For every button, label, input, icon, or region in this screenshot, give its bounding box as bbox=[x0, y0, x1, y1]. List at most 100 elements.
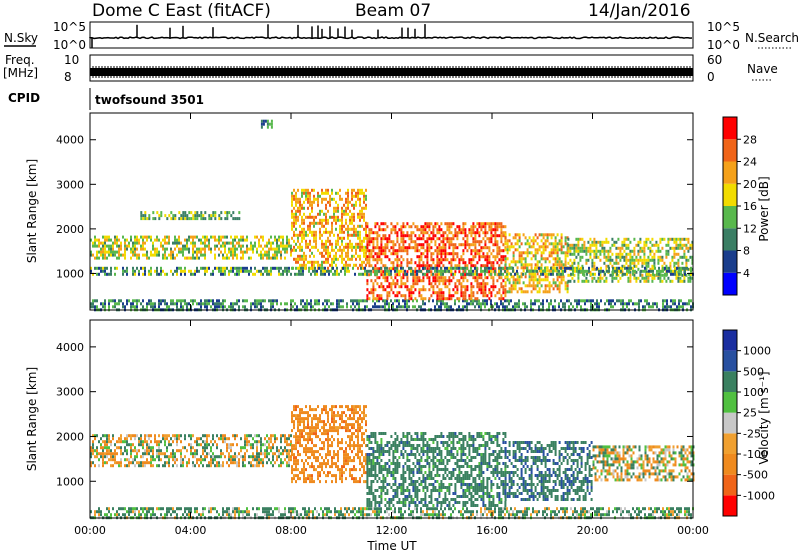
echo-cell bbox=[124, 513, 126, 517]
echo-cell bbox=[352, 299, 354, 303]
echo-cell bbox=[360, 299, 362, 303]
echo-cell bbox=[572, 513, 574, 517]
echo-cell bbox=[258, 269, 260, 273]
echo-cell bbox=[564, 510, 566, 514]
echo-cell bbox=[90, 250, 92, 254]
echo-cell bbox=[270, 247, 272, 251]
echo-cell bbox=[675, 273, 678, 277]
echo-cell bbox=[671, 279, 674, 283]
echo-cell bbox=[462, 299, 464, 303]
echo-cell bbox=[384, 269, 386, 273]
echo-cell bbox=[450, 240, 453, 244]
echo-cell bbox=[274, 235, 276, 239]
echo-cell bbox=[526, 507, 528, 511]
echo-cell bbox=[384, 279, 387, 283]
echo-cell bbox=[146, 510, 148, 514]
colorbar-segment bbox=[723, 272, 737, 295]
echo-cell bbox=[299, 248, 301, 252]
echo-cell bbox=[426, 510, 428, 514]
echo-cell bbox=[130, 235, 132, 239]
echo-cell bbox=[426, 273, 429, 277]
echo-cell bbox=[500, 258, 503, 262]
echo-cell bbox=[442, 279, 445, 283]
echo-cell bbox=[311, 263, 313, 267]
echo-cell bbox=[172, 302, 174, 306]
echo-cell bbox=[682, 266, 684, 270]
echo-cell bbox=[416, 282, 419, 286]
echo-cell bbox=[206, 238, 208, 242]
echo-cell bbox=[319, 218, 321, 222]
echo-cell bbox=[329, 215, 331, 219]
echo-cell bbox=[679, 237, 682, 241]
echo-cell bbox=[114, 250, 116, 254]
echo-cell bbox=[436, 294, 439, 298]
echo-cell bbox=[567, 261, 570, 265]
echo-cell bbox=[176, 272, 178, 276]
echo-cell bbox=[579, 249, 582, 253]
echo-cell bbox=[458, 261, 461, 265]
echo-cell bbox=[488, 273, 491, 277]
echo-cell bbox=[574, 510, 576, 514]
echo-cell bbox=[341, 236, 343, 240]
echo-cell bbox=[470, 231, 473, 235]
echo-cell bbox=[542, 305, 544, 309]
echo-cell bbox=[378, 507, 380, 511]
echo-cell bbox=[364, 299, 366, 303]
echo-cell bbox=[432, 266, 434, 270]
echo-cell bbox=[284, 507, 286, 511]
echo-cell bbox=[92, 272, 94, 276]
echo-cell bbox=[603, 279, 606, 283]
echo-cell bbox=[414, 288, 417, 292]
echo-cell bbox=[504, 246, 507, 250]
echo-cell bbox=[512, 284, 515, 288]
echo-cell bbox=[178, 507, 180, 511]
echo-cell bbox=[524, 305, 526, 309]
echo-cell bbox=[218, 299, 220, 303]
echo-cell bbox=[522, 263, 525, 267]
echo-cell bbox=[228, 211, 231, 215]
echo-cell bbox=[180, 241, 182, 245]
echo-cell bbox=[462, 507, 464, 511]
echo-cell bbox=[486, 222, 489, 226]
echo-cell bbox=[338, 513, 340, 517]
echo-cell bbox=[374, 297, 377, 301]
echo-cell bbox=[530, 266, 533, 270]
echo-cell bbox=[438, 264, 441, 268]
echo-cell bbox=[378, 285, 381, 289]
echo-cell bbox=[608, 302, 610, 306]
echo-cell bbox=[96, 244, 98, 248]
echo-cell bbox=[366, 261, 369, 265]
echo-cell bbox=[633, 249, 636, 253]
echo-cell bbox=[418, 294, 421, 298]
echo-cell bbox=[414, 507, 416, 511]
echo-cell bbox=[440, 222, 443, 226]
echo-cell bbox=[100, 253, 102, 257]
echo-cell bbox=[232, 256, 234, 260]
echo-cell bbox=[546, 513, 548, 517]
echo-cell bbox=[484, 222, 487, 226]
echo-cell bbox=[470, 252, 473, 256]
echo-cell bbox=[390, 266, 392, 270]
echo-cell bbox=[184, 299, 186, 303]
echo-cell bbox=[400, 279, 403, 283]
echo-cell bbox=[102, 464, 104, 468]
echo-cell bbox=[424, 231, 427, 235]
echo-cell bbox=[244, 510, 246, 514]
echo-cell bbox=[176, 241, 178, 245]
echo-cell bbox=[520, 266, 523, 270]
echo-cell bbox=[573, 261, 576, 265]
echo-cell bbox=[460, 282, 463, 286]
echo-cell bbox=[538, 299, 540, 303]
echo-cell bbox=[104, 302, 106, 306]
echo-cell bbox=[416, 299, 418, 303]
echo-cell bbox=[110, 272, 112, 276]
echo-cell bbox=[402, 258, 405, 262]
echo-cell bbox=[602, 507, 604, 511]
echo-cell bbox=[600, 507, 602, 511]
echo-cell bbox=[572, 269, 574, 273]
echo-cell bbox=[598, 510, 600, 514]
echo-cell bbox=[434, 266, 436, 270]
echo-cell bbox=[270, 513, 272, 517]
echo-cell bbox=[470, 234, 473, 238]
echo-cell bbox=[500, 231, 503, 235]
